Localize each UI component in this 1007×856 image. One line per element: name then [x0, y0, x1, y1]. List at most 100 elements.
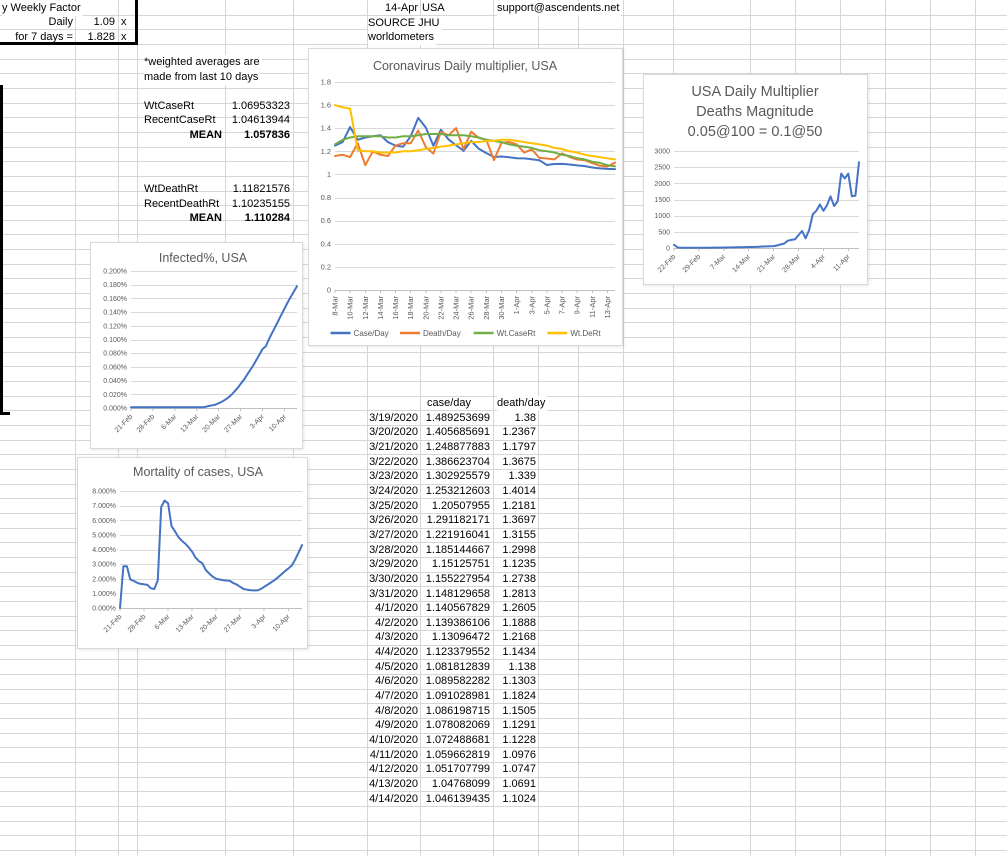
table-cell-case[interactable]: 1.221916041	[425, 529, 490, 541]
table-cell-case[interactable]: 1.155227954	[425, 573, 490, 585]
table-cell-date[interactable]: 3/20/2020	[369, 426, 418, 438]
cell-source2[interactable]: worldometers	[368, 30, 437, 45]
table-cell-case[interactable]: 1.059662819	[425, 749, 490, 761]
table-header-death[interactable]: death/day	[497, 396, 548, 411]
cell-source[interactable]: SOURCE JHU	[368, 16, 442, 31]
table-cell-date[interactable]: 3/25/2020	[369, 500, 418, 512]
cell-death-mean-label[interactable]: MEAN	[189, 212, 222, 224]
table-cell-death[interactable]: 1.3697	[502, 514, 536, 526]
table-cell-case[interactable]: 1.148129658	[425, 588, 490, 600]
table-cell-case[interactable]: 1.04768099	[431, 778, 490, 790]
table-cell-date[interactable]: 4/1/2020	[375, 602, 418, 614]
table-cell-death[interactable]: 1.2738	[502, 573, 536, 585]
table-cell-death[interactable]: 1.1888	[502, 617, 536, 629]
table-cell-case[interactable]: 1.123379552	[425, 646, 490, 658]
chart-usa-daily-multiplier-deaths-magnitude[interactable]: USA Daily Multiplier Deaths Magnitude 0.05…	[643, 74, 868, 285]
table-cell-death[interactable]: 1.0976	[502, 749, 536, 761]
table-cell-date[interactable]: 4/5/2020	[375, 661, 418, 673]
table-cell-date[interactable]: 3/31/2020	[369, 588, 418, 600]
table-cell-date[interactable]: 4/11/2020	[369, 749, 418, 761]
chart-infected-percent[interactable]: Infected%, USA 0.000% 0.020% 0.040% 0.060% 0.…	[90, 242, 303, 449]
table-cell-death[interactable]: 1.2998	[502, 544, 536, 556]
table-cell-case[interactable]: 1.072488681	[425, 734, 490, 746]
table-cell-case[interactable]: 1.291182171	[426, 514, 490, 526]
table-cell-date[interactable]: 4/8/2020	[375, 705, 418, 717]
table-cell-date[interactable]: 3/29/2020	[369, 558, 418, 570]
cell-7days-value[interactable]: 1.828	[87, 31, 115, 43]
cell-wtcasert-value[interactable]: 1.06953323	[231, 100, 290, 112]
table-cell-case[interactable]: 1.089582282	[425, 675, 490, 687]
cell-recentcasert-value[interactable]: 1.04613944	[231, 114, 290, 126]
table-cell-case[interactable]: 1.20507955	[431, 500, 490, 512]
cell-7days-unit[interactable]: x	[121, 31, 127, 43]
table-cell-date[interactable]: 4/6/2020	[375, 675, 418, 687]
cell-7days-label[interactable]: for 7 days =	[15, 31, 73, 43]
table-cell-date[interactable]: 3/22/2020	[369, 456, 418, 468]
chart-mortality-of-cases[interactable]: Mortality of cases, USA 0.000% 1.000% 2.000…	[77, 457, 308, 649]
table-cell-date[interactable]: 4/12/2020	[369, 763, 418, 775]
table-cell-death[interactable]: 1.0691	[502, 778, 536, 790]
cell-note-line1[interactable]: *weighted averages are	[144, 55, 262, 70]
table-cell-death[interactable]: 1.3155	[502, 529, 536, 541]
table-cell-date[interactable]: 4/14/2020	[369, 793, 418, 805]
chart-coronavirus-daily-multiplier[interactable]: Coronavirus Daily multiplier, USA 0 0.2 0.4…	[308, 48, 623, 346]
table-cell-death[interactable]: 1.1235	[502, 558, 536, 570]
table-cell-date[interactable]: 3/26/2020	[369, 514, 418, 526]
table-cell-case[interactable]: 1.185144667	[425, 544, 490, 556]
table-cell-date[interactable]: 3/24/2020	[369, 485, 418, 497]
table-cell-date[interactable]: 4/2/2020	[375, 617, 418, 629]
table-cell-case[interactable]: 1.302925579	[425, 470, 490, 482]
table-cell-case[interactable]: 1.051707799	[425, 763, 490, 775]
table-cell-death[interactable]: 1.38	[514, 412, 536, 424]
table-cell-case[interactable]: 1.405685691	[425, 426, 490, 438]
table-cell-death[interactable]: 1.138	[508, 661, 536, 673]
table-cell-death[interactable]: 1.2813	[502, 588, 536, 600]
cell-daily-value[interactable]: 1.09	[93, 16, 115, 28]
table-cell-date[interactable]: 3/19/2020	[369, 412, 418, 424]
cell-report-date[interactable]: 14-Apr	[384, 2, 418, 14]
cell-recentdeathrt-value[interactable]: 1.10235155	[231, 198, 290, 210]
table-cell-date[interactable]: 3/30/2020	[369, 573, 418, 585]
table-cell-death[interactable]: 1.1797	[502, 441, 536, 453]
table-cell-case[interactable]: 1.139386106	[425, 617, 490, 629]
table-cell-date[interactable]: 3/28/2020	[369, 544, 418, 556]
table-cell-death[interactable]: 1.2605	[502, 602, 536, 614]
cell-wtdeathrt-label[interactable]: WtDeathRt	[144, 183, 198, 195]
table-cell-death[interactable]: 1.1228	[502, 734, 536, 746]
cell-weekly-factor-title[interactable]: y Weekly Factor	[2, 1, 83, 16]
cell-country[interactable]: USA	[422, 2, 445, 14]
table-cell-death[interactable]: 1.1303	[502, 675, 536, 687]
cell-daily-label[interactable]: Daily	[48, 16, 73, 28]
table-cell-date[interactable]: 3/21/2020	[369, 441, 418, 453]
table-header-case[interactable]: case/day	[427, 397, 472, 409]
cell-death-mean-value[interactable]: 1.110284	[244, 212, 290, 224]
cell-case-mean-value[interactable]: 1.057836	[244, 129, 290, 141]
table-cell-date[interactable]: 4/10/2020	[369, 734, 418, 746]
cell-daily-unit[interactable]: x	[121, 16, 127, 28]
table-cell-death[interactable]: 1.0747	[502, 763, 536, 775]
table-cell-case[interactable]: 1.248877883	[425, 441, 490, 453]
table-cell-case[interactable]: 1.386623704	[425, 456, 490, 468]
table-cell-death[interactable]: 1.1434	[502, 646, 536, 658]
table-cell-death[interactable]: 1.3675	[502, 456, 536, 468]
table-cell-death[interactable]: 1.1505	[502, 705, 536, 717]
table-cell-death[interactable]: 1.2367	[502, 426, 536, 438]
table-cell-death[interactable]: 1.2168	[502, 631, 536, 643]
table-cell-case[interactable]: 1.046139435	[425, 793, 490, 805]
table-cell-case[interactable]: 1.253212603	[425, 485, 490, 497]
cell-support-email[interactable]: support@ascendents.net	[497, 1, 622, 16]
cell-case-mean-label[interactable]: MEAN	[189, 129, 222, 141]
table-cell-case[interactable]: 1.13096472	[431, 631, 490, 643]
table-cell-date[interactable]: 3/27/2020	[369, 529, 418, 541]
table-cell-case[interactable]: 1.078082069	[425, 719, 490, 731]
cell-wtdeathrt-value[interactable]: 1.11821576	[232, 183, 290, 195]
cell-recentcasert-label[interactable]: RecentCaseRt	[144, 114, 216, 126]
table-cell-date[interactable]: 4/9/2020	[375, 719, 418, 731]
table-cell-case[interactable]: 1.086198715	[425, 705, 490, 717]
table-cell-death[interactable]: 1.1291	[502, 719, 536, 731]
cell-wtcasert-label[interactable]: WtCaseRt	[144, 100, 195, 112]
table-cell-death[interactable]: 1.1824	[502, 690, 536, 702]
table-cell-case[interactable]: 1.140567829	[425, 602, 490, 614]
table-cell-case[interactable]: 1.15125751	[431, 558, 490, 570]
table-cell-date[interactable]: 4/3/2020	[375, 631, 418, 643]
